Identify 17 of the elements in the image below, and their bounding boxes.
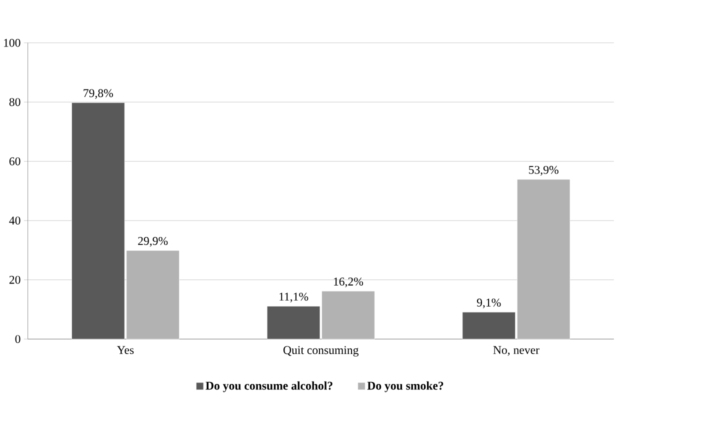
data-label: 53,9% bbox=[529, 166, 558, 176]
y-tick-label: 40 bbox=[9, 216, 20, 225]
x-tick-label: No, never bbox=[493, 346, 540, 356]
data-label: 16,2% bbox=[334, 278, 364, 288]
x-tick-label: Quit consuming bbox=[283, 346, 359, 357]
data-label: 29,9% bbox=[138, 237, 168, 247]
x-tick-label: Yes bbox=[117, 346, 134, 354]
data-label: 79,8% bbox=[84, 89, 113, 99]
y-tick-label: 60 bbox=[9, 157, 20, 166]
y-tick-label: 20 bbox=[9, 276, 20, 284]
data-label: 9,1% bbox=[476, 298, 501, 308]
data-label: 11,1% bbox=[280, 292, 308, 302]
legend-label: Do you consume alcohol? bbox=[206, 381, 332, 392]
y-tick-label: 100 bbox=[4, 38, 20, 47]
y-tick-label: 0 bbox=[15, 335, 20, 344]
legend-label: Do you smoke? bbox=[367, 381, 444, 392]
y-tick-label: 80 bbox=[9, 98, 20, 106]
